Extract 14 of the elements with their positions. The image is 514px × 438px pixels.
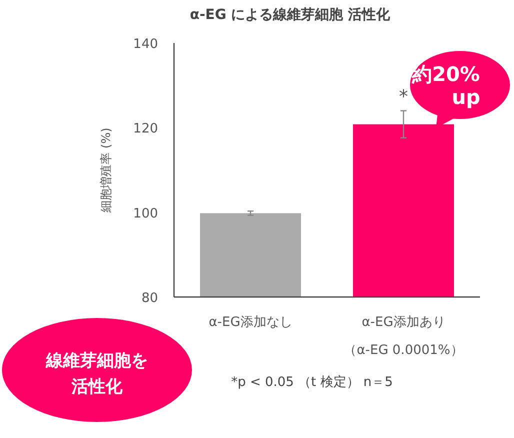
y-tick-label: 100 xyxy=(133,206,158,222)
text: （α-EG 0.0001%） xyxy=(344,343,464,358)
text: 活性化 xyxy=(70,377,124,397)
y-axis-title: 細胞増殖率 (%) xyxy=(99,128,113,214)
y-tick-label: 120 xyxy=(133,122,158,137)
y-tick-label: 80 xyxy=(141,291,158,306)
chart-title: α-EG による線維芽細胞 活性化 xyxy=(190,7,392,23)
text: *p < 0.05 （t 検定） n＝5 xyxy=(231,375,393,390)
x-tick-label: α-EG添加なし xyxy=(208,315,292,330)
text: 線維芽細胞を xyxy=(45,351,148,371)
annotation: up xyxy=(452,85,480,109)
x-tick-label: α-EG添加あり xyxy=(362,315,446,330)
y-tick-label: 140 xyxy=(133,37,158,52)
annotation: * xyxy=(399,86,408,108)
